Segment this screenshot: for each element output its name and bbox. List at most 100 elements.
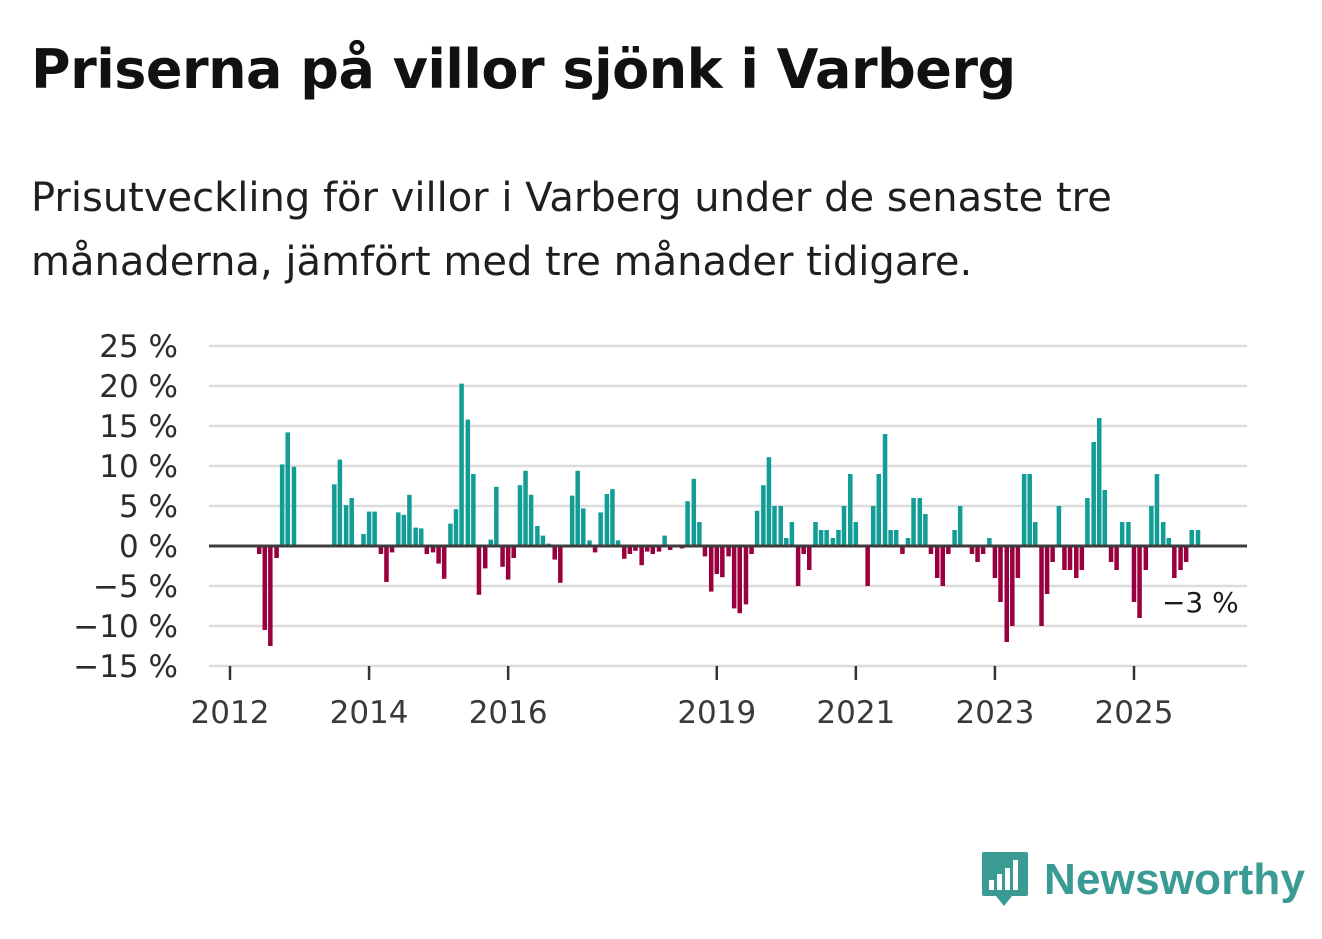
bar-positive: [343, 505, 349, 546]
bar-positive: [465, 419, 471, 546]
y-tick-label: 25 %: [99, 329, 178, 365]
bar-negative: [482, 546, 488, 569]
bar-negative: [656, 546, 662, 552]
bar-positive: [575, 470, 580, 546]
bar-positive: [784, 538, 789, 546]
bar-positive: [528, 494, 534, 546]
bar-positive: [923, 514, 928, 546]
bar-positive: [882, 434, 888, 546]
bar-negative: [592, 546, 598, 553]
bar-negative: [268, 546, 273, 646]
bar-negative: [1172, 546, 1177, 578]
x-tick-label: 2023: [955, 695, 1034, 731]
bar-positive: [517, 485, 523, 546]
bar-positive: [952, 530, 957, 546]
bar-negative: [992, 546, 998, 578]
bar-positive: [905, 538, 911, 546]
bar-negative: [430, 546, 436, 553]
bar-negative: [441, 546, 447, 579]
bar-negative: [1044, 546, 1050, 594]
bar-positive: [1021, 474, 1027, 546]
bar-negative: [639, 546, 644, 566]
bar-negative: [720, 546, 725, 578]
y-tick-label: 15 %: [99, 409, 178, 445]
newsworthy-logo[interactable]: Newsworthy: [980, 848, 1305, 912]
bar-positive: [893, 530, 899, 546]
bar-positive: [610, 489, 615, 546]
bar-negative: [1074, 546, 1079, 578]
bar-negative: [795, 546, 801, 586]
bar-negative: [505, 546, 511, 580]
bar-positive: [876, 474, 882, 546]
latest-value-label: −3 %: [1162, 586, 1239, 619]
bar-negative: [1079, 546, 1085, 570]
bar-positive: [471, 474, 476, 546]
bar-positive: [401, 514, 407, 546]
bar-positive: [396, 512, 401, 546]
bar-positive: [407, 494, 412, 546]
bar-negative: [274, 546, 279, 558]
bar-positive: [830, 538, 836, 546]
bar-positive: [494, 486, 499, 546]
x-tick-label: 2014: [330, 695, 409, 731]
bar-negative: [389, 546, 395, 553]
bar-positive: [870, 506, 876, 546]
bar-negative: [940, 546, 946, 586]
newsworthy-logo-icon: [982, 852, 1028, 906]
bar-negative: [731, 546, 737, 609]
bar-negative: [969, 546, 975, 554]
chart-title: Priserna på villor sjönk i Varberg: [31, 38, 1016, 101]
bar-negative: [1010, 546, 1015, 626]
bar-positive: [523, 470, 528, 546]
bar-positive: [813, 522, 818, 546]
bar-positive: [1195, 530, 1201, 546]
bar-positive: [453, 509, 459, 546]
bar-negative: [702, 546, 708, 557]
bar-negative: [633, 546, 638, 551]
bar-positive: [535, 526, 540, 546]
bar-negative: [644, 546, 650, 552]
bar-positive: [285, 432, 290, 546]
bar-positive: [836, 530, 841, 546]
bar-negative: [737, 546, 742, 614]
bar-positive: [540, 535, 546, 546]
y-tick-label: 20 %: [99, 369, 178, 405]
bar-negative: [801, 546, 806, 554]
bar-positive: [1160, 522, 1166, 546]
bar-negative: [552, 546, 557, 560]
bar-positive: [818, 530, 824, 546]
bar-positive: [448, 523, 453, 546]
bar-positive: [1091, 442, 1096, 546]
bar-positive: [581, 508, 586, 546]
bar-positive: [279, 464, 285, 546]
bar-positive: [488, 539, 494, 546]
bar-positive: [987, 538, 992, 546]
bar-positive: [615, 540, 621, 546]
bar-positive: [824, 530, 829, 546]
bar-negative: [558, 546, 563, 583]
bar-negative: [749, 546, 754, 554]
bar-positive: [697, 522, 702, 546]
x-axis: 2012 2014 2016 2019 2021 2023 2025: [191, 666, 1173, 731]
bar-chart: 25 % 20 % 15 % 10 % 5 % 0 % −5 % −10 % −15 % 201…: [73, 329, 1247, 731]
bar-positive: [1154, 474, 1160, 546]
bar-negative: [256, 546, 262, 554]
bar-positive: [604, 494, 610, 546]
bar-negative: [1050, 546, 1055, 562]
bar-positive: [459, 383, 464, 546]
bar-negative: [928, 546, 934, 554]
bar-negative: [934, 546, 940, 578]
bar-positive: [1189, 530, 1194, 546]
bar-negative: [1131, 546, 1137, 602]
bar-negative: [622, 546, 627, 559]
bar-negative: [378, 546, 384, 554]
bar-negative: [476, 546, 482, 595]
bar-negative: [743, 546, 749, 605]
bar-positive: [587, 540, 592, 546]
bar-positive: [418, 528, 424, 546]
bar-negative: [865, 546, 870, 586]
bar-negative: [511, 546, 516, 558]
bar-negative: [1067, 546, 1073, 570]
bar-positive: [1027, 474, 1032, 546]
bar-negative: [998, 546, 1003, 602]
